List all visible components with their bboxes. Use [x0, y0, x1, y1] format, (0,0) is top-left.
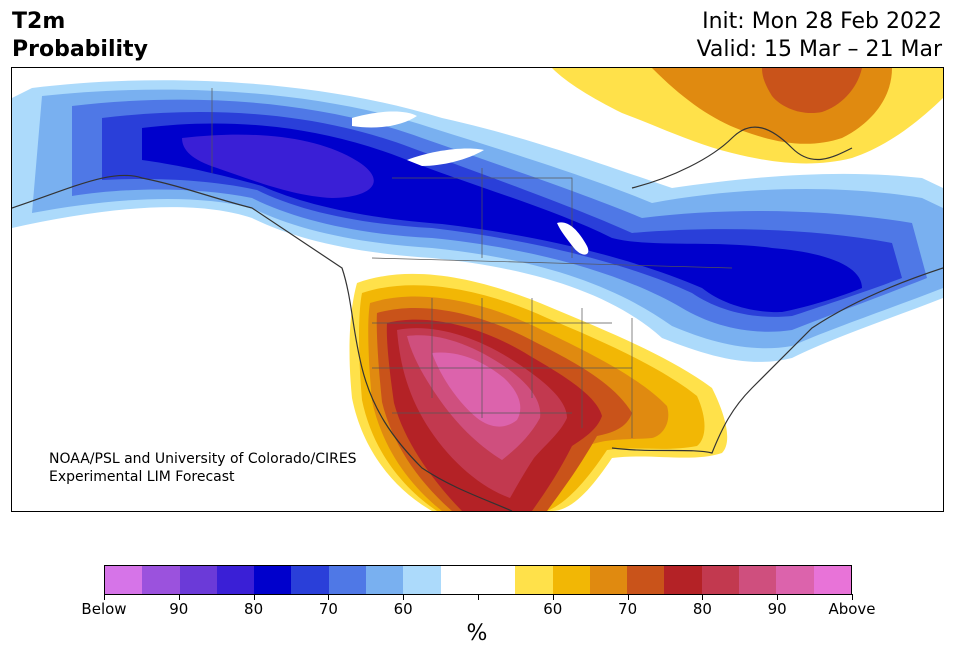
colorbar-swatch: [291, 566, 329, 594]
colorbar-swatch: [179, 566, 217, 594]
colorbar-tick-label: 60: [393, 600, 413, 618]
colorbar-swatch: [216, 566, 255, 594]
greenland-warm-core: [762, 68, 862, 114]
colorbar-tick-label: 60: [543, 600, 563, 618]
colorbar-swatch: [477, 566, 516, 594]
credit-line-1: NOAA/PSL and University of Colorado/CIRE…: [49, 451, 357, 467]
title-line-1: T2m: [12, 9, 66, 34]
great-bear-lake: [352, 111, 417, 128]
colorbar-tick: [178, 594, 180, 600]
forecast-dates: Init: Mon 28 Feb 2022 Valid: 15 Mar – 21…: [697, 8, 942, 64]
colorbar-swatch: [627, 566, 665, 594]
colorbar-swatch: [366, 566, 404, 594]
colorbar-swatch: [254, 566, 292, 594]
credit-text: NOAA/PSL and University of Colorado/CIRE…: [49, 450, 357, 486]
colorbar-swatch: [813, 566, 851, 594]
colorbar-tick: [104, 594, 105, 600]
colorbar-tick: [777, 594, 779, 600]
state-borders: [211, 88, 733, 438]
probability-map: [11, 67, 944, 512]
great-slave-lake: [407, 148, 484, 166]
colorbar-tick-label: 80: [692, 600, 712, 618]
init-date: Init: Mon 28 Feb 2022: [702, 9, 942, 34]
colorbar-swatch: [739, 566, 777, 594]
cold-core-purple: [182, 134, 374, 198]
colorbar-tick-label: Below: [81, 600, 127, 618]
colorbar-swatch: [105, 566, 143, 594]
colorbar-tick-label: 90: [169, 600, 189, 618]
colorbar-swatch: [552, 566, 590, 594]
valid-date: Valid: 15 Mar – 21 Mar: [696, 37, 942, 62]
map-title: T2m Probability: [12, 8, 148, 64]
colorbar-tick-label: 70: [318, 600, 338, 618]
colorbar-swatch: [515, 566, 553, 594]
colorbar-tick-label: 80: [244, 600, 264, 618]
colorbar-tick-label: 90: [767, 600, 787, 618]
colorbar-swatch: [142, 566, 180, 594]
colorbar-center-tick: [478, 594, 479, 600]
colorbar-swatch: [589, 566, 628, 594]
colorbar-swatch: [701, 566, 740, 594]
colorbar-swatch: [776, 566, 814, 594]
colorbar-tick: [552, 594, 554, 600]
colorbar-unit: %: [466, 621, 488, 646]
colorbar-swatch: [328, 566, 367, 594]
colorbar-swatch: [440, 566, 478, 594]
warm-core-above: [432, 352, 521, 427]
colorbar-tick: [403, 594, 405, 600]
map-canvas: [12, 68, 943, 511]
coastline: [12, 126, 943, 511]
colorbar-tick: [328, 594, 330, 600]
colorbar-swatch: [403, 566, 441, 594]
colorbar-tick: [253, 594, 255, 600]
colorbar-tick: [627, 594, 629, 600]
colorbar-tick: [852, 594, 853, 600]
title-line-2: Probability: [12, 37, 148, 62]
colorbar-swatch: [664, 566, 702, 594]
colorbar-tick-label: Above: [828, 600, 876, 618]
credit-line-2: Experimental LIM Forecast: [49, 469, 235, 485]
colorbar-tick-label: 70: [618, 600, 638, 618]
colorbar-tick: [702, 594, 704, 600]
lake-winnipeg: [557, 222, 589, 255]
colorbar: [104, 565, 852, 595]
